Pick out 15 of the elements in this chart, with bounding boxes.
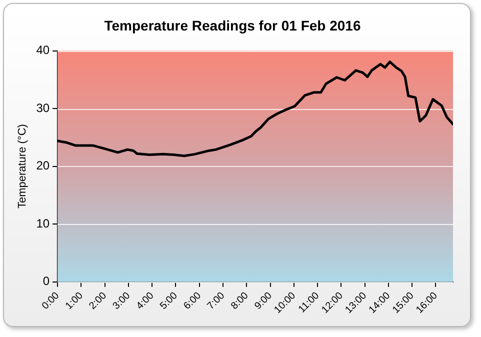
x-tick-label: 5:00 <box>158 290 180 312</box>
y-tick-label: 10 <box>36 216 50 230</box>
chart-title: Temperature Readings for 01 Feb 2016 <box>104 17 361 34</box>
x-tick-label: 7:00 <box>206 290 228 312</box>
x-tick-label: 6:00 <box>182 290 204 312</box>
y-tick-label: 40 <box>36 43 50 58</box>
x-tick-label: 0:00 <box>40 290 62 312</box>
x-tick-label: 3:00 <box>110 290 133 312</box>
x-tick-label: 8:00 <box>229 290 252 312</box>
y-tick-label: 0 <box>42 274 50 288</box>
x-tick-label: 9:00 <box>252 290 275 312</box>
y-tick-label: 20 <box>36 158 50 173</box>
x-tick-label: 4:00 <box>134 290 156 312</box>
y-axis-title: Temperature (°C) <box>16 124 29 209</box>
y-tick-label: 30 <box>36 100 50 115</box>
